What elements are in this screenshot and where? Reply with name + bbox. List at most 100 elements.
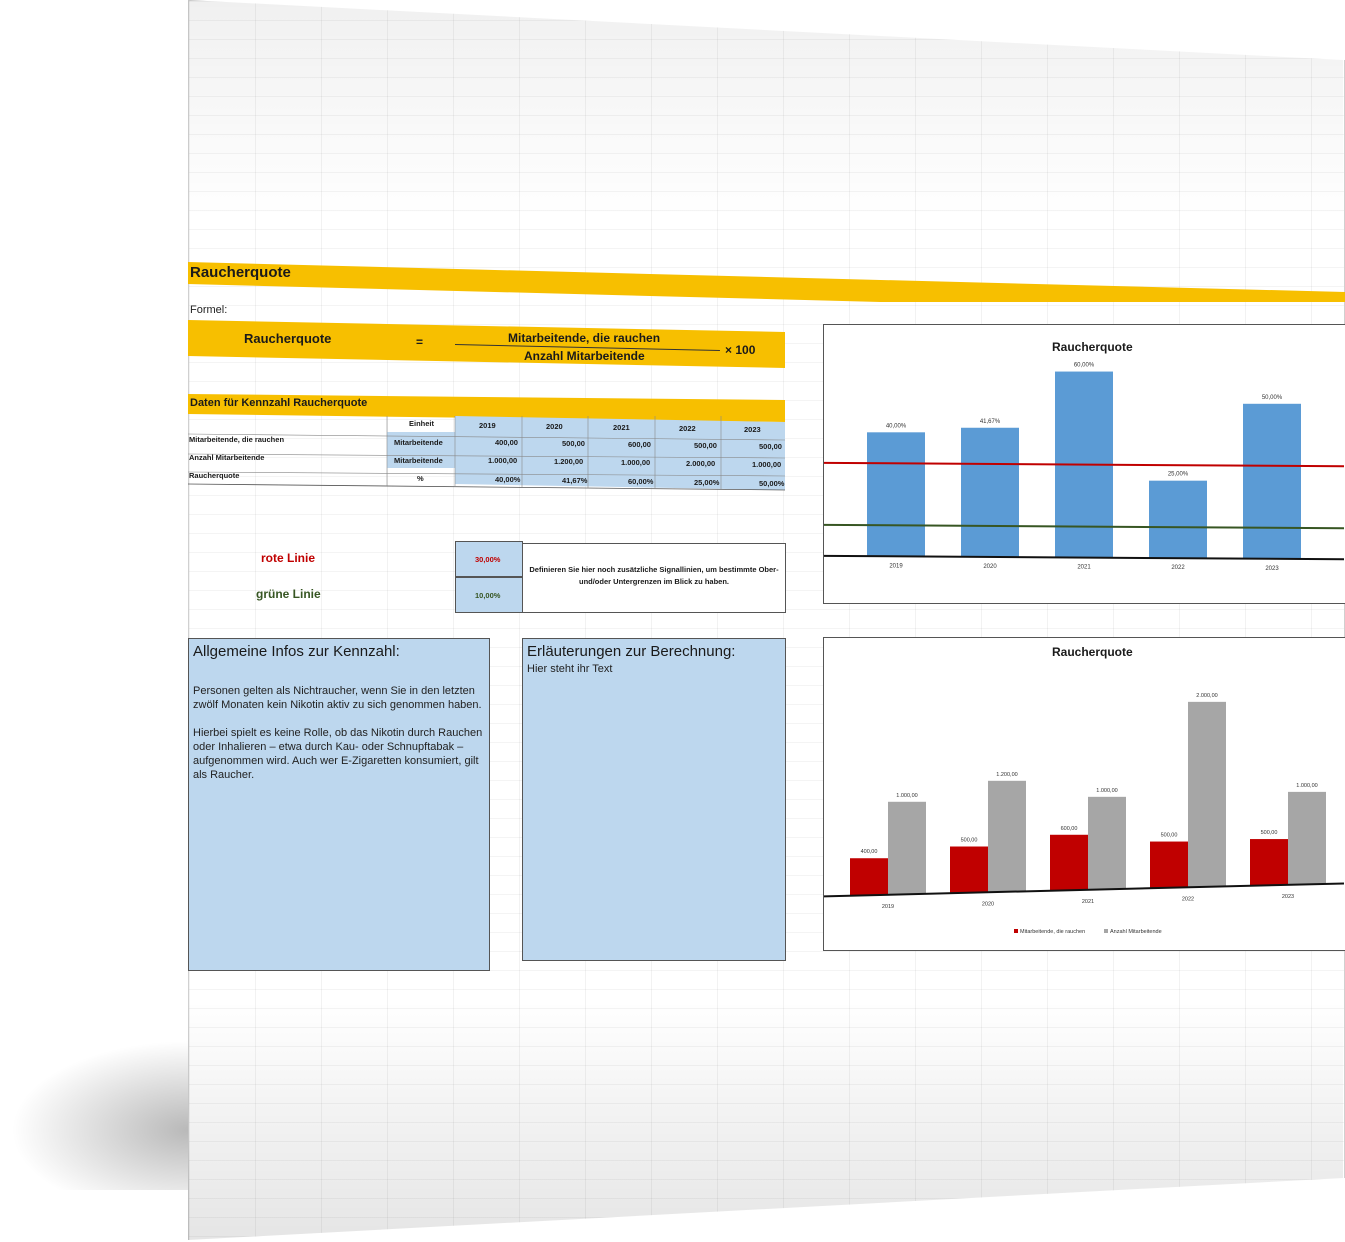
cell-rate-2023: 50,00% xyxy=(759,479,785,488)
formula-label: Formel: xyxy=(190,304,228,316)
reference-line-red xyxy=(824,461,1344,468)
year-header-2020: 2020 xyxy=(546,422,563,431)
data-label-employees-2019: 1.000,00 xyxy=(896,793,917,799)
spreadsheet-page xyxy=(188,0,1345,1240)
general-info-title: Allgemeine Infos zur Kennzahl: xyxy=(193,643,400,660)
bar-smokers-2021 xyxy=(1050,834,1088,891)
formula-numerator: Mitarbeitende, die rauchen xyxy=(508,331,661,345)
x-axis-line xyxy=(824,882,1344,898)
cell-employees-2020: 1.200,00 xyxy=(554,457,584,466)
x-tick-2023: 2023 xyxy=(1282,894,1294,900)
bar-employees-2019 xyxy=(888,801,926,895)
bar-2022 xyxy=(1149,480,1207,559)
year-header-2022: 2022 xyxy=(679,424,696,433)
data-label-smokers-2020: 500,00 xyxy=(961,838,978,844)
legend-swatch-employees xyxy=(1104,929,1108,933)
data-label-employees-2022: 2.000,00 xyxy=(1196,693,1217,699)
x-tick-2022: 2022 xyxy=(1171,565,1185,571)
general-info-paragraph-1: Personen gelten als Nichtraucher, wenn S… xyxy=(193,685,482,711)
bar-employees-2020 xyxy=(988,780,1026,892)
signal-lines-note-box xyxy=(522,543,786,613)
general-info-paragraph-2: Hierbei spielt es keine Rolle, ob das Ni… xyxy=(193,727,483,781)
cell-employees-2023: 1.000,00 xyxy=(752,460,782,469)
signal-lines-note: Definieren Sie hier noch zusätzliche Sig… xyxy=(529,565,779,586)
data-section-title: Daten für Kennzahl Raucherquote xyxy=(190,397,368,409)
bar-smokers-2023 xyxy=(1250,839,1288,886)
legend-label-employees: Anzahl Mitarbeitende xyxy=(1110,929,1162,935)
year-header-2023: 2023 xyxy=(744,425,761,434)
calc-info-title: Erläuterungen zur Berechnung: xyxy=(527,643,736,660)
data-label-smokers-2021: 600,00 xyxy=(1061,826,1078,832)
cell-employees-2022: 2.000,00 xyxy=(686,459,716,468)
year-header-2021: 2021 xyxy=(613,423,630,432)
x-tick-2021: 2021 xyxy=(1077,565,1091,571)
reference-line-green xyxy=(824,523,1344,530)
cell-rate-2019: 40,00% xyxy=(495,475,521,484)
unit-column-bg xyxy=(387,432,455,468)
red-line-label: rote Linie xyxy=(261,551,316,565)
x-tick-2020: 2020 xyxy=(983,564,997,570)
legend-swatch-smokers xyxy=(1014,929,1018,933)
calc-info-body: Hier steht ihr Text xyxy=(527,663,613,675)
cell-employees-2019: 1.000,00 xyxy=(488,456,518,465)
formula-equals: = xyxy=(416,335,424,349)
data-label-2022: 25,00% xyxy=(1168,472,1189,478)
data-label-2020: 41,67% xyxy=(980,419,1001,425)
data-label-2019: 40,00% xyxy=(886,423,907,429)
data-label-smokers-2022: 500,00 xyxy=(1161,833,1178,839)
rate-chart: 40,00% 2019 41,67% 2020 60,00% 2021 25,00% 2022… xyxy=(824,363,1344,572)
legend-label-smokers: Mitarbeitende, die rauchen xyxy=(1020,929,1085,935)
bar-smokers-2020 xyxy=(950,846,988,893)
bar-employees-2023 xyxy=(1288,791,1326,885)
x-axis-line xyxy=(824,554,1344,561)
data-label-2021: 60,00% xyxy=(1074,363,1095,369)
bar-employees-2022 xyxy=(1188,701,1226,887)
green-line-label: grüne Linie xyxy=(256,587,321,601)
x-tick-2021: 2021 xyxy=(1082,899,1094,905)
data-label-employees-2020: 1.200,00 xyxy=(996,772,1017,778)
formula-lhs: Raucherquote xyxy=(244,331,332,346)
rate-chart-title: Raucherquote xyxy=(1052,340,1133,354)
bar-2019 xyxy=(867,432,925,557)
x-tick-2019: 2019 xyxy=(889,563,903,569)
data-label-2023: 50,00% xyxy=(1262,395,1283,401)
bar-smokers-2019 xyxy=(850,858,888,896)
formula-factor: × 100 xyxy=(725,343,756,357)
cell-smokers-2023: 500,00 xyxy=(759,442,782,451)
table-grid-lines xyxy=(188,416,786,491)
cell-smokers-2021: 600,00 xyxy=(628,440,651,449)
row-unit-smokers: Mitarbeitende xyxy=(394,438,443,447)
row-label-employees: Anzahl Mitarbeitende xyxy=(189,453,265,462)
row-unit-rate: % xyxy=(417,474,424,483)
data-label-employees-2023: 1.000,00 xyxy=(1296,783,1317,789)
cell-rate-2022: 25,00% xyxy=(694,478,720,487)
red-line-value: 30,00% xyxy=(475,555,501,564)
cell-rate-2020: 41,67% xyxy=(562,476,588,485)
data-label-employees-2021: 1.000,00 xyxy=(1096,788,1117,794)
data-label-smokers-2023: 500,00 xyxy=(1261,830,1278,836)
unit-header: Einheit xyxy=(409,419,435,428)
employee-chart: 400,00 1.000,00 2019 500,00 1.200,00 2020 600,… xyxy=(824,693,1344,935)
employee-chart-frame[interactable] xyxy=(823,637,1345,951)
cell-rate-2021: 60,00% xyxy=(628,477,654,486)
year-columns-bg xyxy=(455,416,785,490)
page-title: Raucherquote xyxy=(190,264,291,281)
bar-2020 xyxy=(961,427,1019,557)
row-label-rate: Raucherquote xyxy=(189,471,240,480)
formula-denominator: Anzahl Mitarbeitende xyxy=(524,349,645,363)
general-info-box[interactable] xyxy=(188,638,490,971)
cell-smokers-2022: 500,00 xyxy=(694,441,717,450)
cell-smokers-2020: 500,00 xyxy=(562,439,585,448)
row-unit-employees: Mitarbeitende xyxy=(394,456,443,465)
calc-info-box[interactable] xyxy=(522,638,786,961)
page-shadow xyxy=(10,1040,190,1190)
x-tick-2020: 2020 xyxy=(982,901,994,907)
employee-chart-title: Raucherquote xyxy=(1052,645,1133,659)
x-tick-2022: 2022 xyxy=(1182,896,1194,902)
x-tick-2019: 2019 xyxy=(882,904,894,910)
data-label-smokers-2019: 400,00 xyxy=(861,849,878,855)
green-line-value: 10,00% xyxy=(475,591,501,600)
bar-2023 xyxy=(1243,403,1301,559)
cell-employees-2021: 1.000,00 xyxy=(621,458,651,467)
x-tick-2023: 2023 xyxy=(1265,566,1279,572)
